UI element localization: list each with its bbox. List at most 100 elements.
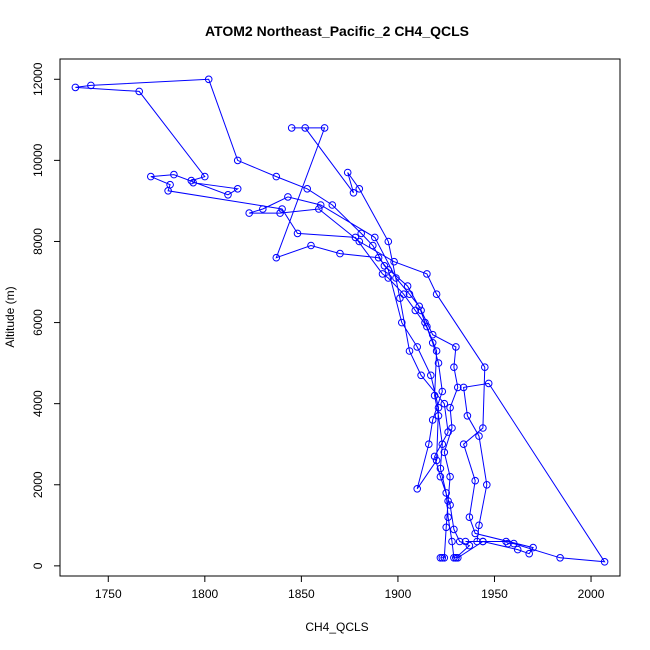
data-point — [380, 262, 389, 270]
data-point — [396, 294, 404, 303]
data-point — [475, 432, 483, 440]
data-point — [245, 209, 253, 217]
data-point — [529, 543, 537, 552]
data-point — [473, 537, 481, 546]
data-point — [436, 464, 445, 473]
data-point — [259, 205, 267, 213]
data-point — [423, 322, 431, 331]
data-point — [276, 209, 284, 217]
data-point — [293, 229, 302, 238]
data-point — [465, 513, 474, 522]
data-point — [459, 440, 468, 449]
data-point — [336, 249, 344, 258]
y-tick-label: 2000 — [31, 471, 45, 498]
data-point — [403, 282, 412, 290]
data-point — [398, 318, 406, 327]
data-point — [328, 201, 337, 209]
data-point — [224, 191, 232, 199]
data-point — [287, 124, 296, 132]
data-point — [432, 347, 441, 355]
data-point — [201, 172, 209, 181]
series-line — [75, 78, 606, 563]
data-point — [164, 187, 172, 195]
data-point — [452, 554, 460, 562]
data-point — [434, 359, 443, 367]
data-point — [510, 539, 518, 548]
data-point — [233, 185, 242, 193]
data-point — [446, 472, 454, 481]
data-point — [351, 233, 360, 242]
data-point — [170, 170, 178, 179]
data-point — [444, 497, 452, 505]
x-tick-label: 2000 — [578, 587, 605, 601]
data-point — [371, 233, 379, 242]
data-point — [438, 554, 447, 562]
data-point — [405, 347, 414, 355]
x-tick-label: 1850 — [288, 587, 315, 601]
y-tick-label: 12000 — [31, 62, 45, 96]
data-point — [438, 387, 447, 396]
data-point — [436, 472, 445, 481]
x-tick-label: 1800 — [191, 587, 218, 601]
y-axis-label: Altitude (m) — [3, 286, 17, 347]
data-point — [455, 537, 464, 546]
data-point — [413, 485, 422, 493]
data-point — [392, 274, 400, 282]
data-point — [189, 178, 197, 187]
data-point — [461, 537, 470, 546]
data-point — [479, 424, 487, 432]
data-point — [600, 558, 609, 566]
x-axis: 1750 1800 1850 1900 1950 2000 — [95, 576, 605, 601]
data-point — [135, 87, 143, 96]
x-tick-label: 1950 — [481, 587, 508, 601]
data-point — [399, 290, 408, 299]
data-point — [316, 201, 325, 209]
y-tick-label: 8000 — [31, 228, 45, 255]
data-point — [384, 266, 393, 274]
data-point — [450, 554, 458, 562]
data-point — [417, 371, 425, 380]
data-point — [459, 383, 468, 392]
data-point — [320, 124, 329, 132]
data-point — [513, 545, 522, 554]
data-point — [384, 274, 393, 282]
data-point — [430, 391, 439, 400]
plot-marks — [71, 75, 609, 566]
y-tick-label: 0 — [31, 562, 45, 569]
data-point — [450, 525, 458, 534]
data-point — [525, 549, 534, 558]
data-point — [556, 554, 564, 562]
data-point — [454, 554, 462, 562]
chart-title: ATOM2 Northeast_Pacific_2 CH4_QCLS — [205, 23, 469, 39]
data-point — [343, 168, 352, 177]
data-point — [423, 270, 431, 278]
data-point — [484, 379, 493, 388]
data-point — [440, 399, 449, 408]
data-point — [384, 237, 393, 246]
data-point — [425, 440, 433, 449]
data-point — [349, 189, 358, 197]
data-point — [471, 476, 480, 485]
data-point — [432, 456, 441, 465]
data-point — [463, 412, 472, 420]
data-point — [502, 537, 510, 546]
data-point — [428, 339, 437, 347]
data-point — [504, 539, 512, 548]
data-point — [442, 523, 451, 532]
data-point — [465, 541, 474, 550]
data-point — [272, 172, 281, 181]
data-point — [303, 185, 312, 193]
data-point — [446, 501, 454, 509]
data-point — [440, 448, 449, 457]
data-point — [427, 371, 435, 380]
data-point — [87, 81, 95, 90]
data-point — [147, 172, 155, 181]
data-point — [481, 363, 489, 372]
data-point — [434, 403, 443, 412]
data-point — [448, 424, 456, 432]
data-point — [436, 554, 445, 562]
y-tick-label: 10000 — [31, 143, 45, 177]
data-point — [452, 343, 460, 351]
data-point — [374, 253, 383, 262]
